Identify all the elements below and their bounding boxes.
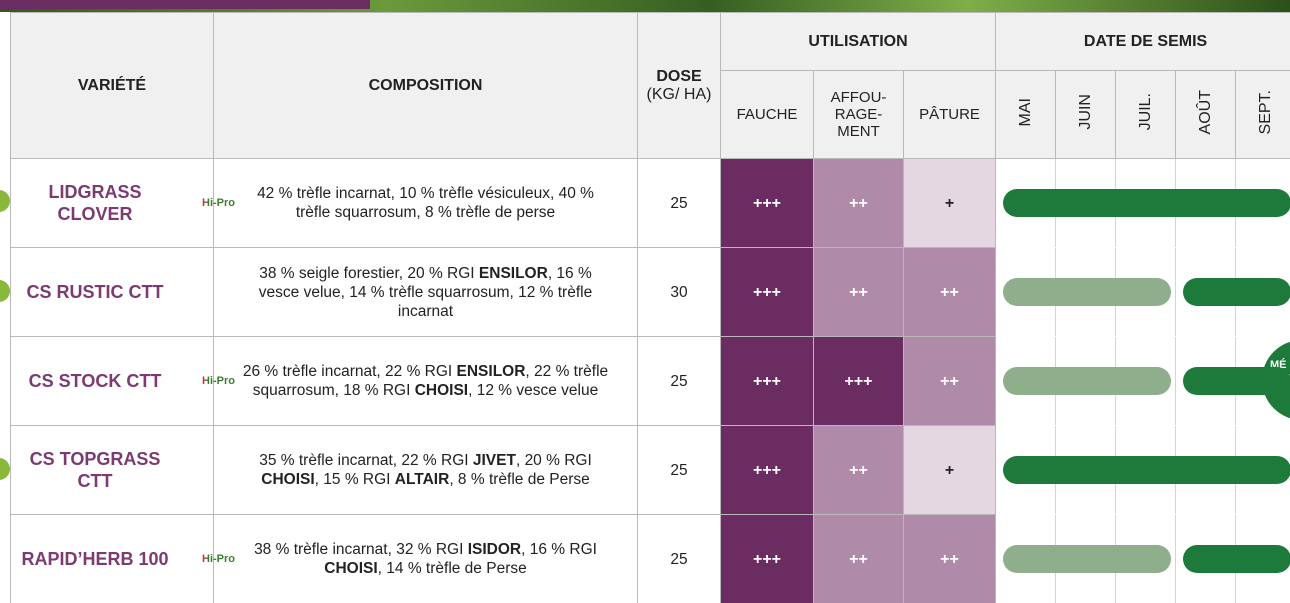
variety-name: CS RUSTIC CTT bbox=[27, 282, 164, 302]
utilisation-cell: ++ bbox=[814, 426, 904, 515]
composition-text: CHOISI bbox=[415, 382, 468, 399]
utilisation-cell: + bbox=[904, 159, 996, 248]
composition-text: 42 % trèfle incarnat, 10 % trèfle vésicu… bbox=[257, 185, 594, 221]
header-cell: PÂTURE bbox=[904, 71, 996, 159]
badge: Hi-Pro bbox=[202, 192, 235, 214]
composition-text: ISIDOR bbox=[468, 541, 521, 558]
composition-cell: 38 % trèfle incarnat, 32 % RGI ISIDOR, 1… bbox=[214, 515, 638, 603]
header-cell: FAUCHE bbox=[721, 71, 814, 159]
utilisation-cell: +++ bbox=[721, 248, 814, 337]
variety-cell: CS RUSTIC CTT bbox=[11, 248, 214, 337]
dose-cell: 30 bbox=[638, 248, 721, 337]
utilisation-cell: ++ bbox=[904, 515, 996, 603]
semis-bar bbox=[1183, 545, 1290, 573]
header-cell: JUIL. bbox=[1116, 71, 1176, 159]
composition-text: , 15 % RGI bbox=[315, 471, 395, 488]
header-cell: DOSE(KG/ HA) bbox=[638, 13, 721, 159]
composition-text: 35 % trèfle incarnat, 22 % RGI bbox=[259, 452, 473, 469]
dose-cell: 25 bbox=[638, 426, 721, 515]
dose-cell: 25 bbox=[638, 159, 721, 248]
header-cell: SEPT. bbox=[1236, 71, 1290, 159]
composition-text: , 14 % trèfle de Perse bbox=[378, 560, 527, 577]
utilisation-cell: ++ bbox=[904, 337, 996, 426]
header-cell: DATE DE SEMIS bbox=[996, 13, 1290, 71]
composition-cell: 26 % trèfle incarnat, 22 % RGI ENSILOR , … bbox=[214, 337, 638, 426]
composition-text: ALTAIR bbox=[395, 471, 450, 488]
utilisation-cell: ++ bbox=[814, 248, 904, 337]
utilisation-cell: +++ bbox=[721, 159, 814, 248]
semis-bar bbox=[1183, 367, 1290, 395]
composition-text: ENSILOR bbox=[457, 363, 526, 380]
variety-name: CS TOPGRASS CTT bbox=[30, 449, 161, 491]
header-cell: UTILISATION bbox=[721, 13, 996, 71]
composition-text: 38 % trèfle incarnat, 32 % RGI bbox=[254, 541, 468, 558]
composition-text: , 20 % RGI bbox=[516, 452, 592, 469]
utilisation-cell: + bbox=[904, 426, 996, 515]
icon bbox=[0, 190, 10, 212]
dose-cell: 25 bbox=[638, 515, 721, 603]
utilisation-cell: +++ bbox=[721, 337, 814, 426]
composition-cell: 38 % seigle forestier, 20 % RGI ENSILOR,… bbox=[214, 248, 638, 337]
icon bbox=[0, 458, 10, 480]
semis-bar bbox=[1003, 456, 1290, 484]
composition-cell: 35 % trèfle incarnat, 22 % RGI JIVET, 20… bbox=[214, 426, 638, 515]
badge: Hi-Pro bbox=[202, 370, 235, 392]
variety-name: LIDGRASS CLOVER bbox=[48, 182, 141, 224]
header-cell: VARIÉTÉ bbox=[11, 13, 214, 159]
composition-text: CHOISI bbox=[324, 560, 377, 577]
header-cell: MAI bbox=[996, 71, 1056, 159]
page: VARIÉTÉCOMPOSITIONDOSE(KG/ HA)UTILISATIO… bbox=[0, 0, 1290, 603]
header-text: DOSE bbox=[644, 68, 714, 86]
semis-bar bbox=[1003, 189, 1290, 217]
variety-name: CS STOCK CTT bbox=[29, 371, 162, 391]
composition-text: , 16 % RGI bbox=[521, 541, 597, 558]
semis-bar bbox=[1003, 367, 1171, 395]
composition-text: , 8 % trèfle de Perse bbox=[449, 471, 589, 488]
month-label: MAI bbox=[1017, 98, 1035, 126]
month-label: JUIL. bbox=[1137, 93, 1155, 130]
composition-text: , 12 % vesce velue bbox=[468, 382, 598, 399]
utilisation-cell: +++ bbox=[814, 337, 904, 426]
composition-text: 26 % trèfle incarnat, 22 % RGI bbox=[243, 363, 457, 380]
semis-bar bbox=[1003, 545, 1171, 573]
utilisation-cell: ++ bbox=[814, 515, 904, 603]
header-cell: COMPOSITION bbox=[214, 13, 638, 159]
utilisation-cell: ++ bbox=[904, 248, 996, 337]
utilisation-cell: ++ bbox=[814, 159, 904, 248]
header-text: (KG/ HA) bbox=[644, 86, 714, 104]
month-label: SEPT. bbox=[1257, 90, 1275, 134]
icon bbox=[0, 280, 10, 302]
semis-bar bbox=[1003, 278, 1171, 306]
utilisation-cell: +++ bbox=[721, 426, 814, 515]
banner-tab bbox=[0, 0, 370, 9]
composition-text: CHOISI bbox=[261, 471, 314, 488]
header-cell: AFFOU- RAGE- MENT bbox=[814, 71, 904, 159]
header-cell: JUIN bbox=[1056, 71, 1116, 159]
semis-bar bbox=[1183, 278, 1290, 306]
variety-cell: CS TOPGRASS CTT bbox=[11, 426, 214, 515]
composition-cell: 42 % trèfle incarnat, 10 % trèfle vésicu… bbox=[214, 159, 638, 248]
variety-name: RAPID’HERB 100 bbox=[21, 549, 168, 569]
utilisation-cell: +++ bbox=[721, 515, 814, 603]
badge: Hi-Pro bbox=[202, 548, 235, 570]
month-label: JUIN bbox=[1077, 94, 1095, 130]
composition-text: ENSILOR bbox=[479, 265, 548, 282]
header-cell: AOÛT bbox=[1176, 71, 1236, 159]
composition-text: JIVET bbox=[473, 452, 516, 469]
month-label: AOÛT bbox=[1197, 90, 1215, 134]
composition-text: 38 % seigle forestier, 20 % RGI bbox=[259, 265, 479, 282]
dose-cell: 25 bbox=[638, 337, 721, 426]
